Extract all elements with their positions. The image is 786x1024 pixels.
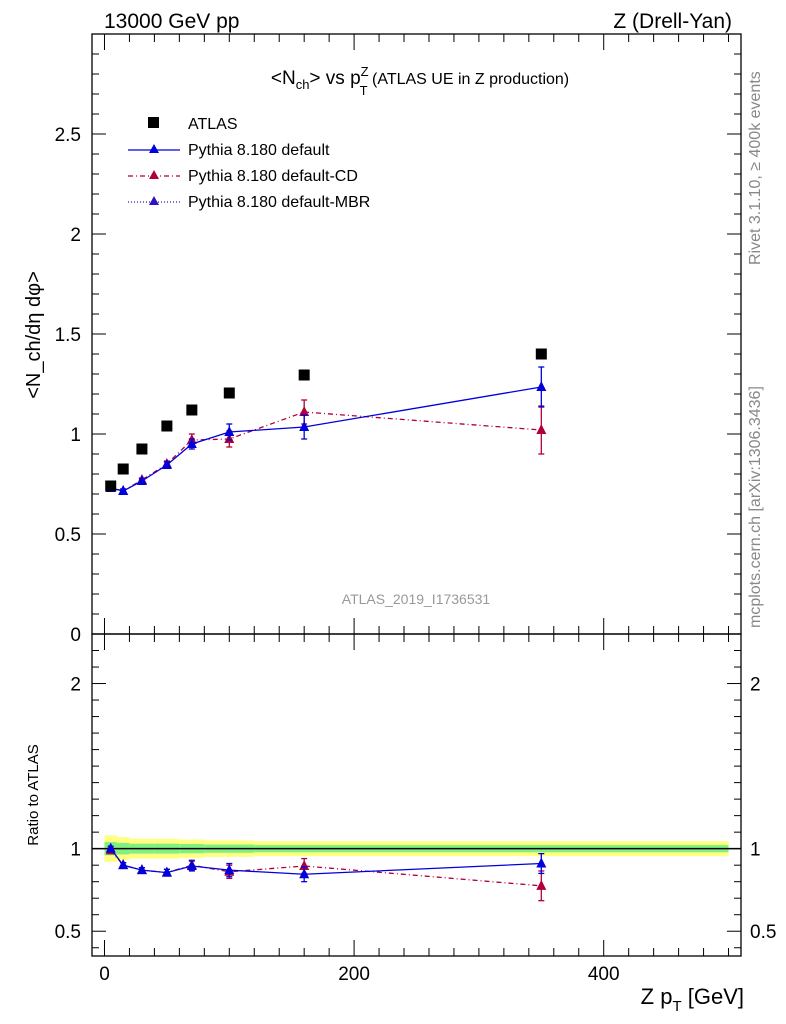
- side-text-top: Rivet 3.1.10, ≥ 400k events: [747, 71, 764, 265]
- main-series-1-point: [136, 475, 147, 485]
- watermark: ATLAS_2019_I1736531: [342, 591, 491, 607]
- main-series-1-point: [299, 421, 310, 431]
- ratio-series-cd-point: [299, 860, 310, 871]
- atlas-data-point: [223, 387, 235, 399]
- atlas-data-point: [535, 348, 547, 360]
- main-ytick-label: 1: [70, 425, 81, 446]
- header-right: Z (Drell-Yan): [613, 10, 732, 33]
- main-series-2-point: [536, 424, 547, 434]
- main-ytick-label: 2.5: [55, 125, 81, 146]
- main-ytick-label: 2: [70, 225, 81, 246]
- legend-label-mbr: Pythia 8.180 default-MBR: [188, 194, 370, 211]
- atlas-data-point: [136, 443, 148, 455]
- legend-label-default: Pythia 8.180 default: [188, 142, 330, 159]
- main-series-2-point: [299, 406, 310, 416]
- ratio-frame: [91, 633, 742, 957]
- ratio-ytick-label-right: 1: [750, 840, 761, 861]
- ratio-series-cd-point: [536, 879, 547, 890]
- main-ytick-label: 0.5: [55, 525, 81, 546]
- legend-label-atlas: ATLAS: [188, 116, 238, 133]
- ratio-axis-ticks: 0 200 400 0.5 0.5 1 1 2 2: [55, 634, 776, 985]
- main-series-1-point: [186, 438, 197, 448]
- title-part-a: <N: [271, 68, 296, 89]
- ratio-uncertainty-bands: [92, 835, 741, 862]
- ratio-series-default-point: [105, 842, 116, 853]
- xlabel-a: Z p: [641, 984, 673, 1009]
- main-ytick-label: 1.5: [55, 325, 81, 346]
- side-text-bottom: mcplots.cern.ch [arXiv:1306.3436]: [747, 386, 764, 628]
- main-series-1-point: [224, 426, 235, 436]
- atlas-data-point: [186, 404, 198, 416]
- ratio-ytick-label: 2: [70, 675, 81, 696]
- main-series-1-point: [536, 381, 547, 391]
- ratio-series-default-point: [224, 864, 235, 875]
- ratio-ytick-label-right: 0.5: [750, 922, 776, 943]
- main-ylabel: <N_ch/dη dφ>: [23, 271, 45, 399]
- xlabel-b: [GeV]: [682, 984, 744, 1009]
- title-part-b: > vs p: [309, 68, 360, 89]
- legend-marker-atlas: [148, 117, 159, 128]
- ratio-xtick-label: 400: [588, 964, 620, 985]
- xlabel-sub: T: [672, 998, 681, 1015]
- atlas-data-point: [117, 463, 129, 475]
- main-series-1-point: [118, 485, 129, 495]
- legend-marker-default: [149, 144, 159, 153]
- ratio-data-marks: [105, 842, 547, 902]
- main-series-1-point: [161, 459, 172, 469]
- ratio-series-default-point: [136, 864, 147, 875]
- main-data-marks: [105, 348, 547, 495]
- ratio-xtick-label: 0: [99, 964, 110, 985]
- legend-label-cd: Pythia 8.180 default-CD: [188, 168, 358, 185]
- atlas-data-point: [105, 480, 117, 492]
- ratio-series-default-point: [299, 868, 310, 879]
- ratio-series-default-point: [536, 857, 547, 868]
- legend-marker-cd: [149, 170, 159, 179]
- ratio-ytick-label: 1: [70, 840, 81, 861]
- ratio-series-default-point: [118, 859, 129, 870]
- atlas-data-point: [161, 420, 173, 432]
- main-axis-ticks: 0 0.5 1 1.5 2 2.5: [55, 34, 741, 646]
- header-left: 13000 GeV pp: [104, 10, 239, 33]
- atlas-data-point: [298, 369, 310, 381]
- title-part-c: (ATLAS UE in Z production): [368, 71, 570, 88]
- ratio-series-default-point: [161, 866, 172, 877]
- ratio-series-default-point: [186, 860, 197, 871]
- ratio-ytick-label: 0.5: [55, 922, 81, 943]
- main-ytick-label: 0: [70, 625, 81, 646]
- ratio-ylabel: Ratio to ATLAS: [25, 744, 42, 845]
- ratio-ytick-label-right: 2: [750, 675, 761, 696]
- legend: ATLAS Pythia 8.180 default Pythia 8.180 …: [128, 116, 370, 211]
- title-part-a-sub: ch: [296, 77, 310, 92]
- legend-marker-mbr: [149, 196, 159, 205]
- main-series-1-line: [110, 386, 542, 492]
- title-part-b-sup: Z: [361, 64, 369, 79]
- main-title: <Nch> vs pZ T (ATLAS UE in Z production): [271, 64, 569, 98]
- ratio-xtick-label: 200: [338, 964, 370, 985]
- title-part-b-sub: T: [360, 83, 368, 98]
- xlabel: Z pT [GeV]: [641, 984, 744, 1015]
